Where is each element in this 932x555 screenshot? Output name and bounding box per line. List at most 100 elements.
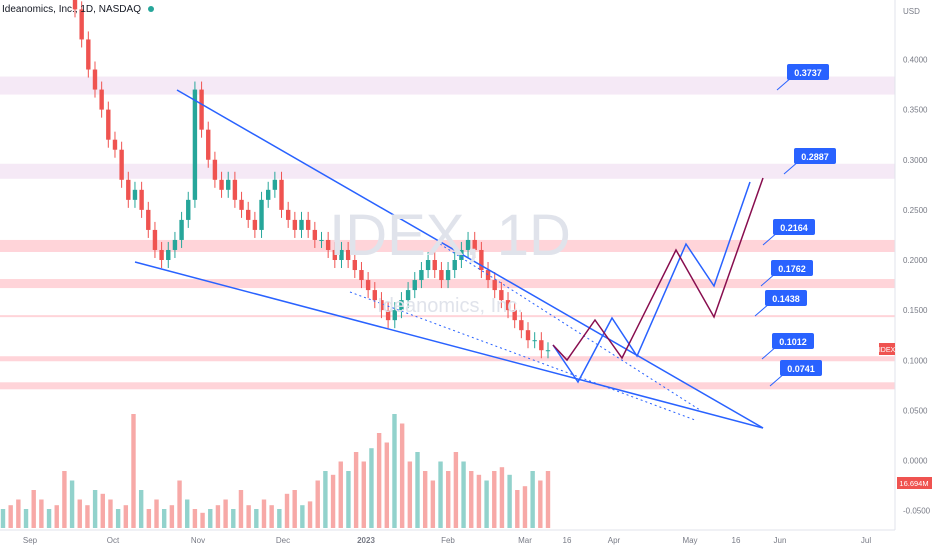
zone-band (0, 356, 895, 362)
candle-body (99, 89, 104, 110)
candle-body (472, 239, 477, 250)
volume-bar (246, 505, 251, 528)
symbol-legend[interactable]: Ideanomics, Inc., 1D, NASDAQ (2, 4, 154, 15)
currency-label: USD (903, 7, 920, 16)
target-label: 0.0741 (787, 364, 815, 374)
candle-body (305, 219, 311, 230)
candle-body (212, 159, 218, 180)
volume-bar (131, 414, 136, 528)
candle-body (545, 350, 551, 352)
last-price-tag-bg (879, 343, 895, 355)
target-label: 0.1012 (779, 337, 807, 347)
candle-body (159, 249, 164, 260)
time-tick-label: 2023 (357, 536, 375, 545)
wedge-upper-line (176, 89, 764, 429)
volume-bars (0, 414, 551, 528)
volume-bar (538, 480, 543, 528)
channel-upper-dotted (439, 243, 701, 411)
volume-bar (146, 509, 152, 528)
candle-body (252, 219, 258, 230)
time-tick-label: Feb (441, 536, 455, 545)
symbol-name: Ideanomics, Inc. (2, 4, 75, 15)
candlesticks (72, 0, 551, 359)
candle-body (519, 320, 524, 331)
volume-bar (85, 505, 90, 528)
volume-bar (8, 505, 13, 528)
volume-bar (177, 480, 182, 528)
last-price-tag: IDEX (879, 347, 896, 354)
candle-body (452, 260, 457, 271)
candle-body (226, 179, 231, 190)
time-tick-label: May (682, 536, 697, 545)
zone-band (0, 315, 895, 318)
volume-bar (115, 509, 121, 528)
candle-body (445, 270, 451, 281)
volume-bar (353, 452, 359, 528)
volume-bar (330, 474, 336, 528)
volume-bar (430, 480, 436, 528)
volume-bar (284, 493, 290, 528)
target-label: 0.1762 (778, 264, 806, 274)
volume-bar (438, 461, 443, 528)
price-tick-label: 0.0000 (903, 457, 928, 466)
volume-bar (123, 505, 129, 528)
interval: 1D (80, 4, 94, 15)
target-label-bg (787, 64, 829, 80)
candle-body (106, 109, 111, 140)
candle-body (292, 219, 298, 230)
time-axis: Sep Oct Nov Dec 2023 Feb Mar 16 Apr May 16 Jun Jul (0, 529, 895, 545)
target-label: 0.2887 (801, 152, 829, 162)
candle-body (339, 249, 344, 260)
candle-body (126, 179, 131, 200)
candle-body (152, 229, 158, 250)
volume-bar (100, 493, 105, 528)
candle-body (146, 209, 151, 230)
volume-bar (200, 512, 205, 528)
candle-body (412, 280, 417, 291)
horizontal-zones (0, 76, 895, 390)
volume-bar (39, 499, 44, 528)
target-labels: 0.3737 0.2887 0.2164 0.1762 0.1438 0.1012 0.07… (754, 64, 836, 387)
volume-bar (369, 448, 374, 528)
candle-body (192, 89, 198, 200)
candle-body (419, 270, 424, 281)
candle-body (112, 139, 118, 150)
candle-body (352, 260, 358, 271)
candle-body (332, 249, 338, 260)
candle-body (239, 199, 244, 210)
candle-body (299, 219, 304, 230)
watermark-company: Ideanomics, Inc. (377, 295, 523, 317)
status-dot-icon (147, 6, 154, 13)
candle-body (186, 199, 191, 220)
candle-body (359, 270, 364, 281)
volume-bar (376, 433, 382, 528)
volume-bar (522, 486, 528, 528)
price-tick-label: 0.3000 (903, 156, 928, 165)
volume-bar (261, 499, 267, 528)
candle-body (345, 249, 351, 260)
candle-body (532, 340, 537, 342)
candle-body (539, 340, 544, 351)
volume-bar (238, 490, 244, 528)
price-tick-label: -0.0500 (903, 507, 931, 516)
candle-body (485, 270, 491, 281)
volume-bar (31, 490, 36, 528)
volume-bar (346, 471, 351, 528)
candle-body (279, 179, 284, 210)
time-tick-label: Jul (861, 536, 871, 545)
volume-bar (461, 461, 466, 528)
volume-bar (469, 471, 474, 528)
candle-body (199, 89, 204, 130)
drawings (134, 89, 764, 429)
time-tick-label: Apr (608, 536, 621, 545)
target-label: 0.1438 (772, 294, 800, 304)
volume-bar (16, 499, 21, 528)
volume-bar (399, 423, 405, 528)
volume-bar (415, 452, 420, 528)
candle-body (325, 239, 331, 250)
volume-bar (307, 501, 313, 528)
watermark-ticker: IDEX, 1D (329, 203, 571, 268)
candle-body (166, 249, 171, 260)
